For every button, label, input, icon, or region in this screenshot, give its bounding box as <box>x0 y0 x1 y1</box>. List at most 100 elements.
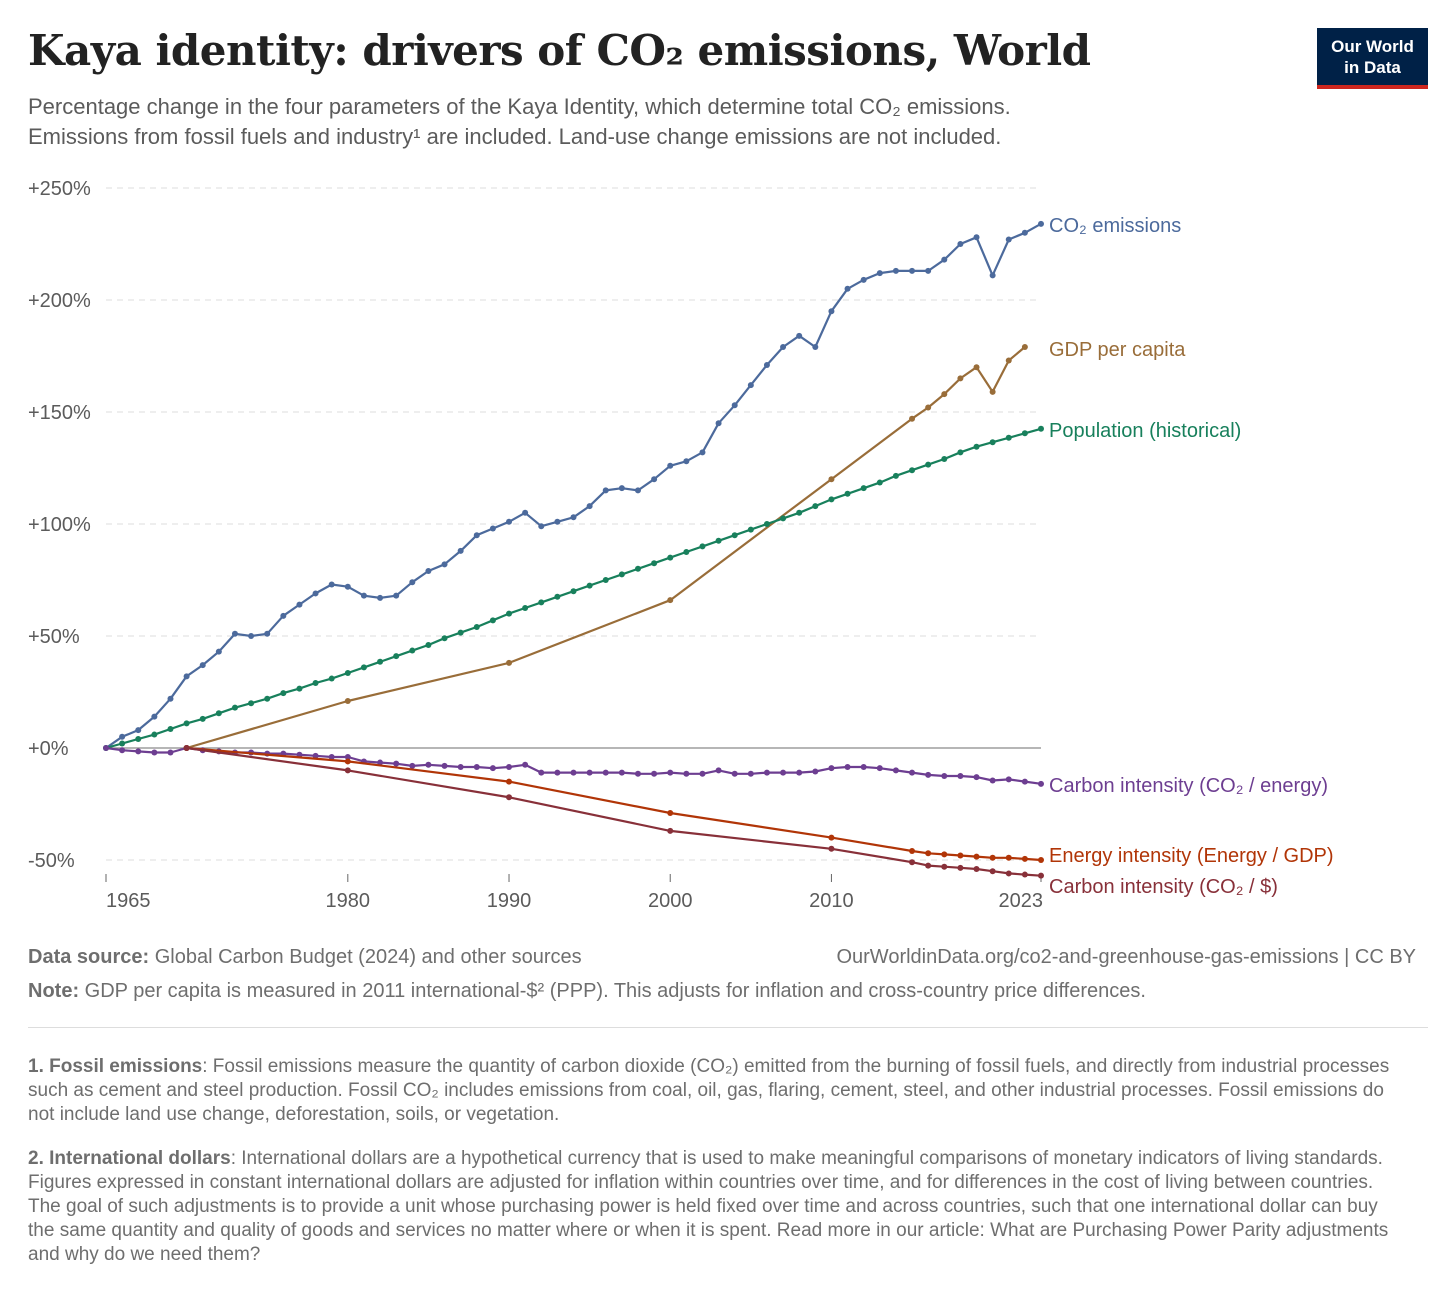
data-point-population <box>828 496 835 503</box>
data-point-population <box>554 593 561 600</box>
data-point-carbon_gdp <box>344 767 351 774</box>
data-point-population <box>860 485 867 492</box>
data-point-co2 <box>763 361 770 368</box>
data-point-carbon_energy <box>554 769 561 776</box>
series-label-co2: CO₂ emissions <box>1049 215 1181 237</box>
data-point-co2 <box>909 267 916 274</box>
data-point-carbon_gdp <box>957 864 964 871</box>
data-source-text[interactable]: Global Carbon Budget (2024) and other so… <box>149 946 582 968</box>
source-url[interactable]: OurWorldinData.org/co2-and-greenhouse-ga… <box>836 946 1416 968</box>
data-point-population <box>377 658 384 665</box>
data-point-energy_gdp <box>989 854 996 861</box>
series-label-carbon_energy: Carbon intensity (CO₂ / energy) <box>1049 775 1328 797</box>
data-point-carbon_gdp <box>925 862 932 869</box>
data-point-co2 <box>876 270 883 277</box>
data-point-energy_gdp <box>1005 854 1012 861</box>
y-tick-label: +150% <box>28 402 91 424</box>
data-point-population <box>780 515 787 522</box>
data-point-co2 <box>699 449 706 456</box>
data-point-co2 <box>828 308 835 315</box>
data-point-population <box>199 715 206 722</box>
data-point-carbon_energy <box>167 749 174 756</box>
data-point-population <box>586 582 593 589</box>
data-point-co2 <box>409 579 416 586</box>
data-point-population <box>731 532 738 539</box>
data-point-energy_gdp <box>941 851 948 858</box>
chart-sources: Data source: Global Carbon Budget (2024)… <box>28 940 1428 1008</box>
data-point-co2 <box>651 476 658 483</box>
data-point-population <box>296 685 303 692</box>
data-point-carbon_energy <box>1038 780 1044 787</box>
data-point-population <box>328 675 335 682</box>
series-line-carbon_gdp <box>186 746 1042 877</box>
y-tick-label: +0% <box>28 738 69 760</box>
data-point-co2 <box>425 568 432 575</box>
data-point-carbon_gdp <box>506 794 513 801</box>
data-point-energy_gdp <box>1021 855 1028 862</box>
data-point-population <box>231 704 238 711</box>
data-point-population <box>344 669 351 676</box>
data-point-carbon_energy <box>892 767 899 774</box>
data-point-carbon_gdp <box>828 845 835 852</box>
data-point-carbon_gdp <box>909 859 916 866</box>
data-point-co2 <box>570 514 577 521</box>
x-tick-label: 2010 <box>809 890 854 912</box>
data-point-population <box>151 731 158 738</box>
x-tick-label: 1965 <box>106 890 151 912</box>
data-point-co2 <box>860 276 867 283</box>
data-point-carbon_energy <box>780 769 787 776</box>
owid-logo[interactable]: Our World in Data <box>1317 28 1428 89</box>
data-point-population <box>1021 430 1028 437</box>
data-point-co2 <box>312 590 319 597</box>
y-tick-label: -50% <box>28 850 75 872</box>
footnote-2-text[interactable]: : International dollars are a hypothetic… <box>28 1148 1389 1265</box>
data-point-gdp <box>1021 344 1028 351</box>
data-point-population <box>215 710 222 717</box>
data-point-carbon_energy <box>409 762 416 769</box>
data-point-co2 <box>360 592 367 599</box>
data-point-carbon_energy <box>586 769 593 776</box>
data-point-co2 <box>554 518 561 525</box>
data-point-population <box>618 571 625 578</box>
data-point-population <box>441 635 448 642</box>
data-point-co2 <box>780 344 787 351</box>
data-point-population <box>538 599 545 606</box>
data-point-co2 <box>248 633 255 639</box>
data-point-co2 <box>231 630 238 637</box>
data-point-population <box>763 521 770 527</box>
data-point-carbon_energy <box>828 765 835 772</box>
data-point-co2 <box>731 402 738 409</box>
data-point-energy_gdp <box>973 853 980 860</box>
data-point-co2 <box>377 594 384 601</box>
logo-line-1: Our World <box>1331 37 1414 56</box>
footnote-1-label: 1. Fossil emissions <box>28 1056 203 1077</box>
data-point-carbon_energy <box>731 770 738 777</box>
data-point-co2 <box>296 601 303 608</box>
data-point-population <box>651 560 658 567</box>
data-point-carbon_energy <box>812 768 819 775</box>
data-point-population <box>506 610 513 617</box>
data-point-population <box>489 617 496 624</box>
data-point-carbon_gdp <box>973 865 980 872</box>
data-point-population <box>167 725 174 732</box>
data-point-energy_gdp <box>506 778 513 785</box>
data-point-carbon_energy <box>925 771 932 778</box>
data-point-co2 <box>119 733 126 740</box>
data-point-co2 <box>538 523 545 530</box>
data-point-population <box>844 490 851 497</box>
data-point-population <box>876 479 883 486</box>
x-tick-label: 2023 <box>999 890 1044 912</box>
footnote-1: 1. Fossil emissions: Fossil emissions me… <box>28 1055 1398 1127</box>
data-point-co2 <box>264 630 271 637</box>
series-layer <box>103 220 1044 879</box>
data-point-energy_gdp <box>925 850 932 857</box>
logo-accent-bar <box>1317 85 1428 89</box>
data-point-co2 <box>602 487 609 494</box>
data-point-carbon_energy <box>441 762 448 769</box>
data-point-co2 <box>151 713 158 720</box>
data-point-population <box>409 647 416 654</box>
data-point-gdp <box>344 697 351 704</box>
data-point-population <box>892 472 899 479</box>
footnote-2: 2. International dollars: International … <box>28 1147 1398 1267</box>
data-point-carbon_energy <box>522 761 529 768</box>
